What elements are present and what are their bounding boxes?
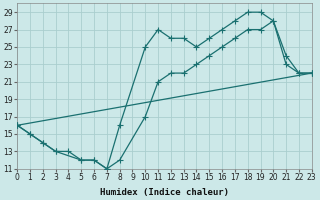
X-axis label: Humidex (Indice chaleur): Humidex (Indice chaleur) xyxy=(100,188,229,197)
